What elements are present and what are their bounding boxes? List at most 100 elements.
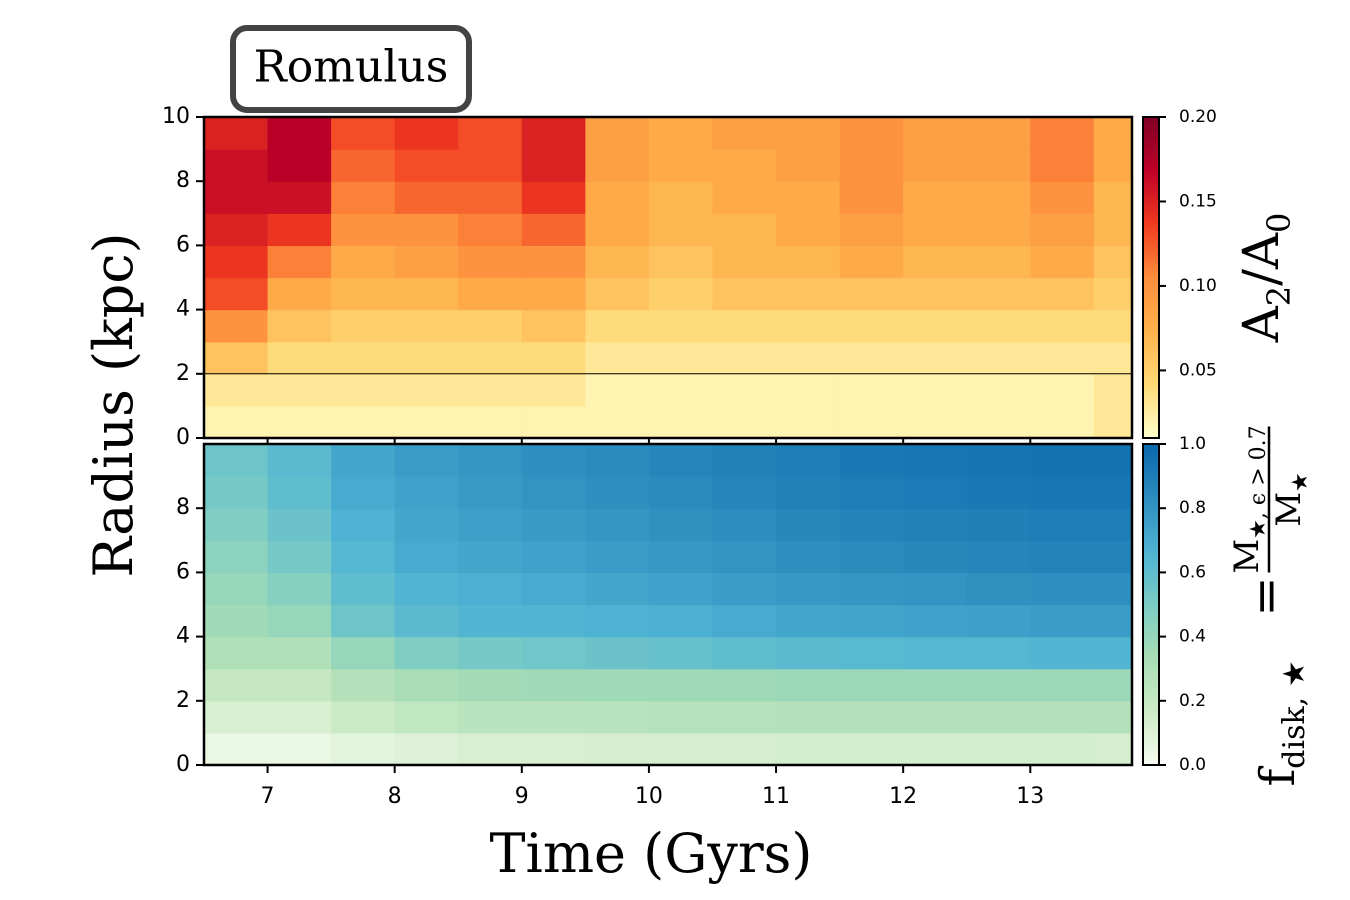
colorbar-tick-label: 0.2 [1179, 691, 1206, 711]
plot-frame [202, 442, 1134, 767]
heat-cell [331, 700, 396, 734]
heat-cell [267, 117, 332, 150]
heat-cell [394, 405, 459, 439]
heat-cell [648, 213, 714, 246]
heat-cell [776, 668, 841, 702]
heat-cell [394, 444, 459, 477]
heat-cell [394, 213, 459, 246]
heat-cell [903, 476, 968, 509]
heat-cell [458, 508, 523, 541]
heat-cell [267, 636, 332, 670]
heat-cell [521, 149, 586, 182]
heat-cell [585, 245, 650, 279]
colorbar [1142, 443, 1160, 766]
heat-cell [1093, 213, 1133, 246]
heat-cell [204, 245, 269, 279]
heat-cell [204, 373, 269, 407]
heat-cell [1030, 604, 1095, 638]
heat-cell [521, 245, 586, 279]
heat-cell [712, 341, 777, 375]
x-tick-label: 10 [635, 784, 663, 809]
heat-cell [521, 373, 586, 407]
heat-cell [776, 245, 841, 279]
heat-cell [903, 277, 968, 311]
heat-cell [204, 700, 269, 734]
heat-cell [903, 117, 968, 150]
heat-cell [1030, 540, 1095, 573]
heat-cell [712, 700, 777, 734]
heat-cell [903, 604, 968, 638]
heat-cell [712, 476, 777, 509]
heat-cell [331, 604, 396, 638]
heat-cell [521, 508, 586, 541]
heat-cell [839, 373, 904, 407]
heat-cell [966, 604, 1031, 638]
y-tick-label: 4 [176, 624, 190, 649]
heat-cell [394, 604, 459, 638]
heat-cell [903, 700, 968, 734]
colorbar-tick-label: 0.0 [1179, 755, 1206, 775]
heat-cell [776, 604, 841, 638]
heat-cell [331, 444, 396, 477]
colorbar-tick-label: 0.10 [1179, 276, 1217, 296]
heat-cell [1093, 181, 1133, 214]
heat-cell [585, 572, 650, 606]
heat-cell [204, 476, 269, 509]
heat-cell [648, 245, 714, 279]
heat-cell [331, 149, 396, 182]
heat-cell [1030, 572, 1095, 606]
heat-cell [966, 668, 1031, 702]
heat-cell [394, 341, 459, 375]
colorbar-tick-label: 0.8 [1179, 498, 1206, 518]
heat-cell [712, 636, 777, 670]
heat-cell [204, 732, 269, 766]
heat-cell [903, 540, 968, 573]
heat-cell [712, 540, 777, 573]
heat-cell [1093, 373, 1133, 407]
heat-cell [776, 341, 841, 375]
heat-cell [712, 213, 777, 246]
colorbar-label-part: A [1232, 305, 1290, 343]
heat-cell [267, 476, 332, 509]
heat-cell [585, 117, 650, 150]
heat-cell [521, 668, 586, 702]
heat-cell [267, 508, 332, 541]
heat-cell [267, 540, 332, 573]
heat-cell [903, 181, 968, 214]
heat-cell [521, 117, 586, 150]
heat-cell [267, 572, 332, 606]
heat-cell [1093, 700, 1133, 734]
heat-cell [458, 213, 523, 246]
heat-cell [712, 732, 777, 766]
heat-cell [458, 604, 523, 638]
heat-cell [331, 117, 396, 150]
colorbar-label-eq: = [1238, 576, 1294, 616]
heat-cell [267, 373, 332, 407]
heat-cell [1093, 508, 1133, 541]
heat-cell [712, 373, 777, 407]
heat-cell [712, 277, 777, 311]
heat-cell [648, 149, 714, 182]
heat-cell [839, 668, 904, 702]
heat-cell [521, 341, 586, 375]
heat-cell [776, 444, 841, 477]
heat-cell [966, 444, 1031, 477]
heat-cell [394, 636, 459, 670]
heat-cell [458, 405, 523, 439]
x-tick-label: 13 [1016, 784, 1044, 809]
heat-cell [776, 309, 841, 343]
heat-cell [648, 508, 714, 541]
y-axis-label: Radius (kpc) [82, 232, 145, 577]
heat-cell [648, 277, 714, 311]
x-tick-label: 7 [261, 784, 275, 809]
heat-cell [204, 508, 269, 541]
colorbar-label-den: M★ [1269, 472, 1313, 527]
x-tick-label: 9 [515, 784, 529, 809]
heat-cell [267, 604, 332, 638]
heat-cell [585, 405, 650, 439]
y-tick-label: 6 [176, 559, 190, 584]
heat-cell [521, 540, 586, 573]
heat-cell [331, 373, 396, 407]
heat-cell [966, 149, 1031, 182]
heat-cell [331, 341, 396, 375]
